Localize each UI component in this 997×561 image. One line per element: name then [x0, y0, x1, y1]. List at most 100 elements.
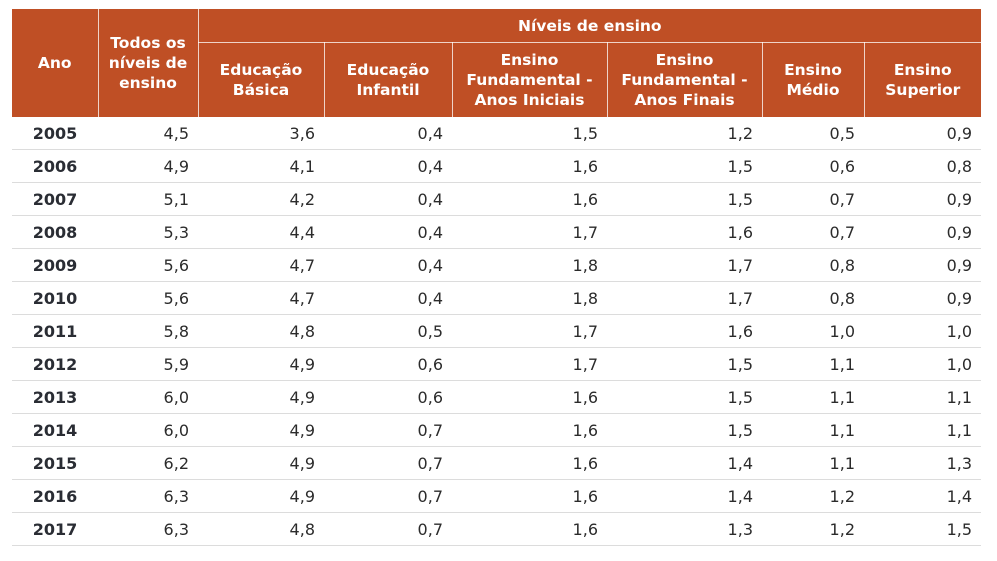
header-ensino-superior: Ensino Superior — [863, 42, 982, 117]
infantil-cell: 0,4 — [324, 149, 452, 183]
header-todos-niveis: Todos os níveis de ensino — [97, 9, 198, 117]
fund-iniciais-cell: 1,6 — [452, 479, 607, 513]
superior-cell: 1,3 — [864, 446, 982, 480]
fund-finais-cell: 1,3 — [607, 512, 762, 546]
fund-iniciais-cell: 1,7 — [452, 347, 607, 381]
header-ensino-medio: Ensino Médio — [761, 42, 864, 117]
medio-cell: 1,2 — [762, 512, 864, 546]
table-row: 2013 6,0 4,9 0,6 1,6 1,5 1,1 1,1 — [12, 380, 982, 414]
year-cell: 2007 — [12, 182, 98, 216]
todos-cell: 5,6 — [98, 248, 198, 282]
infantil-cell: 0,7 — [324, 512, 452, 546]
todos-cell: 5,3 — [98, 215, 198, 249]
table-row: 2016 6,3 4,9 0,7 1,6 1,4 1,2 1,4 — [12, 479, 982, 513]
header-ano: Ano — [12, 9, 98, 117]
superior-cell: 1,4 — [864, 479, 982, 513]
table-row: 2012 5,9 4,9 0,6 1,7 1,5 1,1 1,0 — [12, 347, 982, 381]
year-cell: 2008 — [12, 215, 98, 249]
fund-iniciais-cell: 1,6 — [452, 446, 607, 480]
table-row: 2011 5,8 4,8 0,5 1,7 1,6 1,0 1,0 — [12, 314, 982, 348]
year-cell: 2009 — [12, 248, 98, 282]
fund-finais-cell: 1,5 — [607, 380, 762, 414]
fund-iniciais-cell: 1,6 — [452, 413, 607, 447]
year-cell: 2016 — [12, 479, 98, 513]
basica-cell: 4,8 — [198, 314, 324, 348]
basica-cell: 4,9 — [198, 446, 324, 480]
todos-cell: 5,6 — [98, 281, 198, 315]
education-investment-table: Ano Todos os níveis de ensino Níveis de … — [12, 9, 982, 546]
medio-cell: 1,1 — [762, 413, 864, 447]
year-cell: 2015 — [12, 446, 98, 480]
fund-finais-cell: 1,2 — [607, 117, 762, 150]
infantil-cell: 0,4 — [324, 281, 452, 315]
fund-iniciais-cell: 1,6 — [452, 182, 607, 216]
todos-cell: 6,0 — [98, 413, 198, 447]
basica-cell: 4,1 — [198, 149, 324, 183]
infantil-cell: 0,7 — [324, 413, 452, 447]
infantil-cell: 0,6 — [324, 347, 452, 381]
fund-finais-cell: 1,6 — [607, 215, 762, 249]
basica-cell: 4,2 — [198, 182, 324, 216]
superior-cell: 0,9 — [864, 248, 982, 282]
superior-cell: 1,5 — [864, 512, 982, 546]
superior-cell: 0,9 — [864, 117, 982, 150]
year-cell: 2006 — [12, 149, 98, 183]
year-cell: 2013 — [12, 380, 98, 414]
superior-cell: 0,9 — [864, 182, 982, 216]
todos-cell: 6,3 — [98, 479, 198, 513]
fund-iniciais-cell: 1,6 — [452, 380, 607, 414]
todos-cell: 6,2 — [98, 446, 198, 480]
superior-cell: 0,8 — [864, 149, 982, 183]
fund-iniciais-cell: 1,6 — [452, 512, 607, 546]
fund-iniciais-cell: 1,7 — [452, 215, 607, 249]
basica-cell: 4,7 — [198, 248, 324, 282]
year-cell: 2011 — [12, 314, 98, 348]
infantil-cell: 0,4 — [324, 215, 452, 249]
medio-cell: 0,7 — [762, 182, 864, 216]
header-fundamental-iniciais: Ensino Fundamental - Anos Iniciais — [451, 42, 607, 117]
todos-cell: 5,8 — [98, 314, 198, 348]
medio-cell: 0,8 — [762, 248, 864, 282]
basica-cell: 4,9 — [198, 413, 324, 447]
basica-cell: 4,9 — [198, 380, 324, 414]
table-row: 2008 5,3 4,4 0,4 1,7 1,6 0,7 0,9 — [12, 215, 982, 249]
fund-finais-cell: 1,6 — [607, 314, 762, 348]
table-row: 2009 5,6 4,7 0,4 1,8 1,7 0,8 0,9 — [12, 248, 982, 282]
header-educacao-basica: Educação Básica — [197, 42, 324, 117]
todos-cell: 4,5 — [98, 117, 198, 150]
year-cell: 2005 — [12, 117, 98, 150]
infantil-cell: 0,6 — [324, 380, 452, 414]
basica-cell: 4,9 — [198, 479, 324, 513]
fund-finais-cell: 1,4 — [607, 446, 762, 480]
table-row: 2005 4,5 3,6 0,4 1,5 1,2 0,5 0,9 — [12, 117, 982, 150]
basica-cell: 4,4 — [198, 215, 324, 249]
basica-cell: 4,7 — [198, 281, 324, 315]
medio-cell: 0,5 — [762, 117, 864, 150]
header-niveis-de-ensino: Níveis de ensino — [197, 9, 982, 43]
superior-cell: 1,0 — [864, 314, 982, 348]
medio-cell: 1,1 — [762, 347, 864, 381]
year-cell: 2010 — [12, 281, 98, 315]
todos-cell: 5,1 — [98, 182, 198, 216]
todos-cell: 6,0 — [98, 380, 198, 414]
header-educacao-infantil: Educação Infantil — [323, 42, 452, 117]
medio-cell: 1,2 — [762, 479, 864, 513]
medio-cell: 1,1 — [762, 380, 864, 414]
fund-finais-cell: 1,7 — [607, 248, 762, 282]
table-body: 2005 4,5 3,6 0,4 1,5 1,2 0,5 0,9 2006 4,9 4,1 0,4 1,… — [12, 117, 982, 546]
infantil-cell: 0,7 — [324, 479, 452, 513]
header-fundamental-finais: Ensino Fundamental - Anos Finais — [606, 42, 762, 117]
fund-iniciais-cell: 1,8 — [452, 281, 607, 315]
superior-cell: 1,1 — [864, 380, 982, 414]
year-cell: 2014 — [12, 413, 98, 447]
fund-iniciais-cell: 1,8 — [452, 248, 607, 282]
infantil-cell: 0,4 — [324, 248, 452, 282]
superior-cell: 0,9 — [864, 215, 982, 249]
superior-cell: 1,0 — [864, 347, 982, 381]
todos-cell: 6,3 — [98, 512, 198, 546]
infantil-cell: 0,7 — [324, 446, 452, 480]
fund-finais-cell: 1,5 — [607, 182, 762, 216]
table-row: 2014 6,0 4,9 0,7 1,6 1,5 1,1 1,1 — [12, 413, 982, 447]
medio-cell: 0,7 — [762, 215, 864, 249]
fund-finais-cell: 1,5 — [607, 149, 762, 183]
